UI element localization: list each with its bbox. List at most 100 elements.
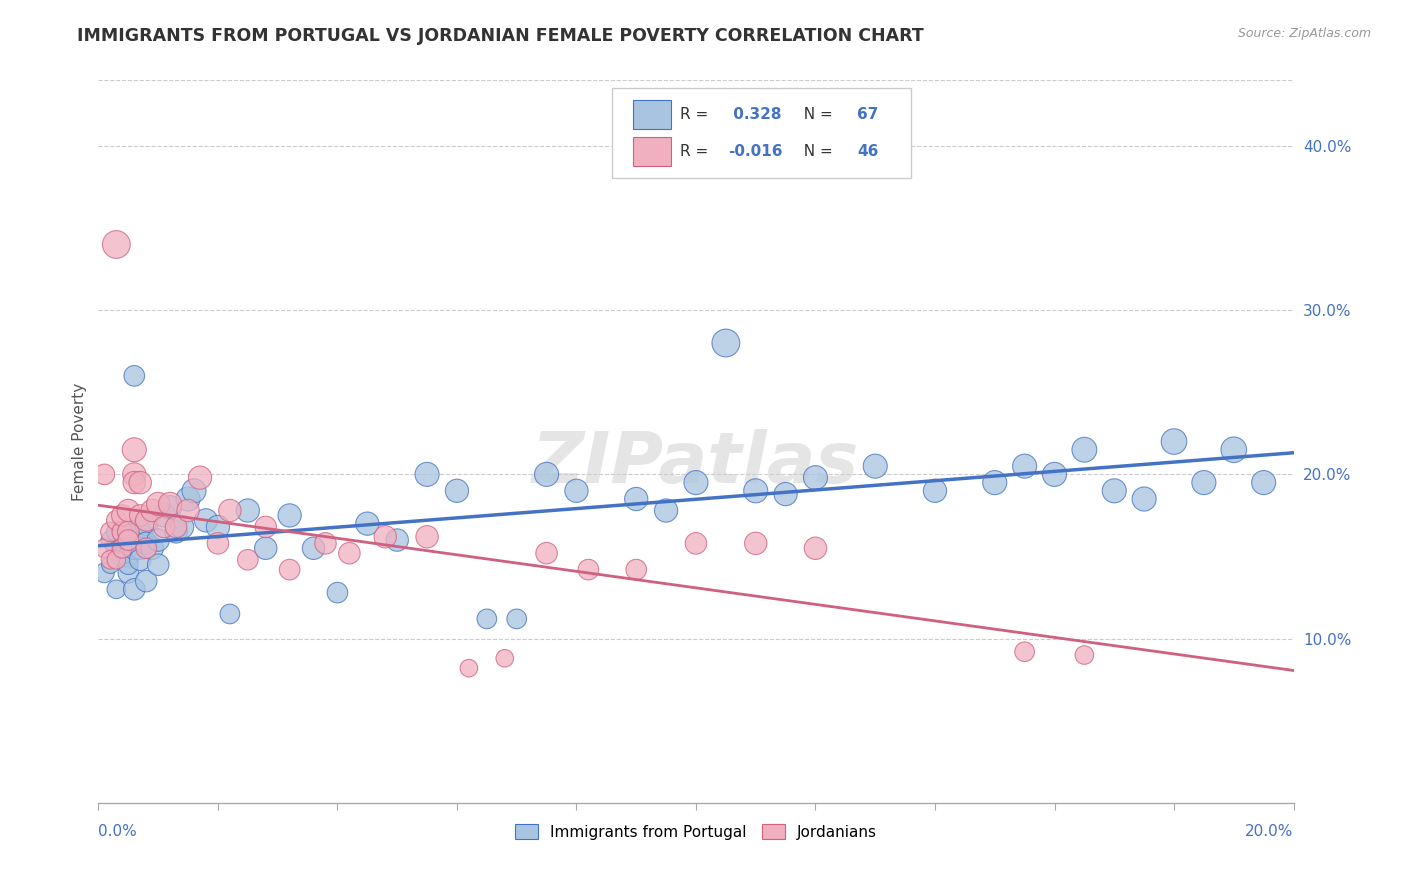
Point — [159, 500, 181, 515]
Point — [865, 459, 887, 474]
Point — [1073, 442, 1095, 457]
Text: 46: 46 — [858, 144, 879, 159]
Point — [1043, 467, 1066, 482]
Text: N =: N = — [794, 107, 838, 121]
Point — [207, 536, 229, 550]
Point — [153, 520, 176, 534]
Point — [141, 541, 163, 556]
Point — [924, 483, 946, 498]
Point — [129, 524, 152, 539]
Point — [111, 549, 134, 564]
Point — [117, 566, 139, 580]
Point — [111, 541, 134, 556]
Point — [93, 566, 115, 580]
Point — [458, 661, 481, 675]
Point — [1223, 442, 1246, 457]
Point — [93, 541, 115, 556]
Text: R =: R = — [681, 107, 714, 121]
Point — [356, 516, 378, 531]
Point — [1014, 645, 1036, 659]
Point — [745, 536, 768, 550]
Point — [565, 483, 588, 498]
Point — [165, 524, 187, 539]
Point — [117, 524, 139, 539]
Point — [129, 475, 152, 490]
Point — [1253, 475, 1275, 490]
Point — [1104, 483, 1126, 498]
Point — [105, 553, 128, 567]
Point — [775, 487, 797, 501]
Point — [374, 530, 396, 544]
Point — [339, 546, 361, 560]
Point — [177, 491, 200, 506]
Point — [236, 503, 259, 517]
Point — [302, 541, 325, 556]
Point — [626, 491, 648, 506]
Point — [148, 533, 170, 547]
Point — [254, 541, 277, 556]
Point — [105, 582, 128, 597]
Point — [236, 553, 259, 567]
Point — [117, 503, 139, 517]
Legend: Immigrants from Portugal, Jordanians: Immigrants from Portugal, Jordanians — [509, 818, 883, 846]
Point — [416, 467, 439, 482]
Point — [188, 470, 211, 484]
Point — [105, 237, 128, 252]
Point — [124, 524, 146, 539]
Point — [105, 541, 128, 556]
Point — [111, 541, 134, 556]
Point — [416, 530, 439, 544]
Point — [685, 475, 707, 490]
Text: -0.016: -0.016 — [728, 144, 783, 159]
Point — [536, 546, 558, 560]
Point — [135, 574, 157, 588]
Point — [117, 549, 139, 564]
Point — [804, 470, 827, 484]
Point — [148, 497, 170, 511]
Point — [135, 513, 157, 527]
Point — [804, 541, 827, 556]
Point — [159, 497, 181, 511]
Point — [111, 508, 134, 523]
Point — [278, 563, 301, 577]
Point — [626, 563, 648, 577]
Point — [111, 524, 134, 539]
Point — [124, 541, 146, 556]
Point — [1073, 648, 1095, 662]
Point — [105, 524, 128, 539]
Point — [219, 503, 242, 517]
Point — [129, 508, 152, 523]
Point — [129, 541, 152, 556]
Point — [111, 524, 134, 539]
Point — [1133, 491, 1156, 506]
Point — [141, 503, 163, 517]
Point — [124, 582, 146, 597]
Text: 0.328: 0.328 — [728, 107, 782, 121]
Point — [278, 508, 301, 523]
Point — [117, 533, 139, 547]
Bar — [633, 100, 671, 128]
Point — [207, 520, 229, 534]
Point — [165, 520, 187, 534]
Point — [124, 467, 146, 482]
FancyBboxPatch shape — [613, 87, 911, 178]
Point — [98, 553, 122, 567]
Text: ZIPatlas: ZIPatlas — [533, 429, 859, 498]
Point — [153, 508, 176, 523]
Point — [98, 524, 122, 539]
Point — [105, 513, 128, 527]
Point — [315, 536, 337, 550]
Point — [536, 467, 558, 482]
Point — [506, 612, 529, 626]
Point — [1192, 475, 1215, 490]
Text: 20.0%: 20.0% — [1246, 824, 1294, 839]
Y-axis label: Female Poverty: Female Poverty — [72, 383, 87, 500]
Point — [93, 467, 115, 482]
Point — [172, 520, 194, 534]
Text: IMMIGRANTS FROM PORTUGAL VS JORDANIAN FEMALE POVERTY CORRELATION CHART: IMMIGRANTS FROM PORTUGAL VS JORDANIAN FE… — [77, 27, 924, 45]
Point — [578, 563, 600, 577]
Text: N =: N = — [794, 144, 838, 159]
Point — [135, 541, 157, 556]
Point — [655, 503, 678, 517]
Point — [135, 536, 157, 550]
